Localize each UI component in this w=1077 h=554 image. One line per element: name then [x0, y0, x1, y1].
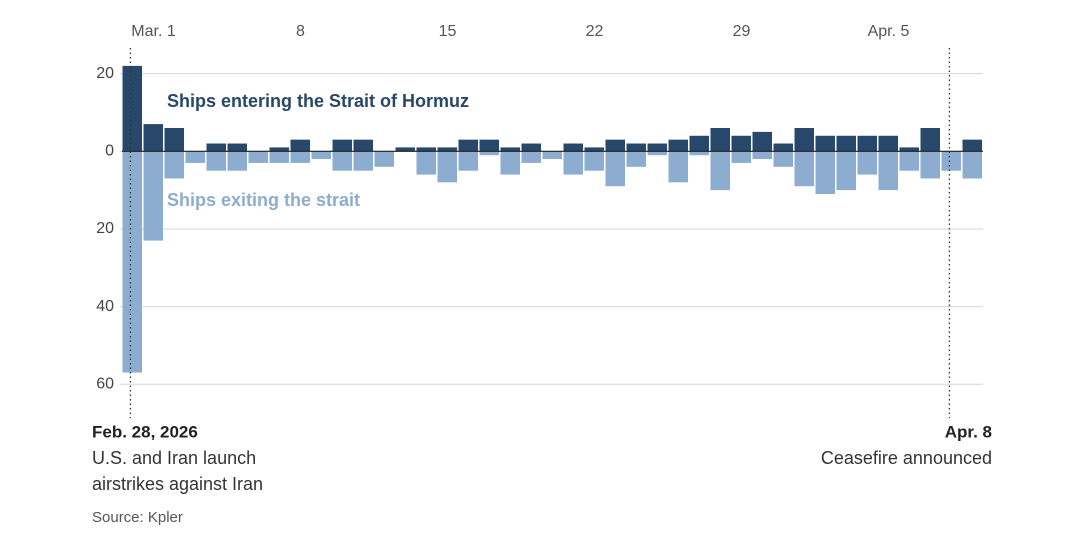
bar	[836, 151, 856, 191]
x-tick-label: 22	[586, 23, 604, 40]
bar	[227, 143, 247, 152]
bar	[626, 151, 646, 167]
annotation-text: U.S. and Iran launch	[92, 448, 256, 468]
bar	[269, 147, 289, 152]
bar	[962, 139, 982, 152]
bar	[311, 151, 331, 160]
bar	[773, 143, 793, 152]
bar	[122, 151, 142, 373]
bar	[563, 151, 583, 175]
bar	[605, 151, 625, 187]
bar	[962, 151, 982, 179]
bar	[731, 151, 751, 163]
bar	[374, 151, 394, 167]
bar	[878, 151, 898, 191]
bar	[479, 139, 499, 152]
bar	[794, 151, 814, 187]
bar	[332, 151, 352, 171]
bar	[857, 151, 877, 175]
bar	[269, 151, 289, 163]
bar	[227, 151, 247, 171]
bar	[689, 135, 709, 152]
bar	[206, 143, 226, 152]
bar	[794, 128, 814, 152]
bar	[521, 151, 541, 163]
bar	[836, 135, 856, 152]
annotation-title: Apr. 8	[945, 422, 992, 441]
bar	[857, 135, 877, 152]
bar	[920, 151, 940, 179]
bar	[773, 151, 793, 167]
bar	[395, 147, 415, 152]
bar	[458, 151, 478, 171]
y-tick-label: 40	[96, 298, 114, 315]
bar	[143, 151, 163, 241]
bar	[437, 151, 457, 183]
x-tick-label: Mar. 1	[131, 23, 176, 40]
bar	[668, 139, 688, 152]
bar	[353, 139, 373, 152]
bar	[500, 147, 520, 152]
bar	[899, 147, 919, 152]
bar	[626, 143, 646, 152]
bar	[752, 131, 772, 152]
y-tick-label: 20	[96, 220, 114, 237]
bar	[584, 147, 604, 152]
bar	[752, 151, 772, 160]
bar	[479, 151, 499, 156]
bar	[920, 128, 940, 152]
bar	[206, 151, 226, 171]
bar	[143, 124, 163, 152]
bar	[458, 139, 478, 152]
annotation-text: Ceasefire announced	[821, 448, 992, 468]
annotation-text: airstrikes against Iran	[92, 474, 263, 494]
bar	[164, 128, 184, 152]
bar	[668, 151, 688, 183]
source: Source: Kpler	[92, 509, 183, 526]
annotation-title: Feb. 28, 2026	[92, 422, 198, 441]
bar	[353, 151, 373, 171]
bar	[605, 139, 625, 152]
bar	[500, 151, 520, 175]
y-tick-label: 20	[96, 65, 114, 82]
bar	[521, 143, 541, 152]
x-tick-label: 29	[733, 23, 751, 40]
bar	[731, 135, 751, 152]
series-label: Ships entering the Strait of Hormuz	[167, 91, 469, 111]
y-tick-label: 60	[96, 375, 114, 392]
y-tick-label: 0	[105, 143, 114, 160]
x-tick-label: 15	[439, 23, 457, 40]
bar	[647, 143, 667, 152]
bar	[185, 151, 205, 163]
bar	[689, 151, 709, 156]
bar	[248, 151, 268, 163]
x-tick-label: 8	[296, 23, 305, 40]
bar	[878, 135, 898, 152]
series-label: Ships exiting the strait	[167, 190, 360, 210]
bar	[710, 151, 730, 191]
bar	[164, 151, 184, 179]
bar	[437, 147, 457, 152]
bar	[542, 151, 562, 160]
bar	[416, 147, 436, 152]
bar	[647, 151, 667, 156]
bar	[941, 151, 961, 171]
bar	[899, 151, 919, 171]
bar	[290, 139, 310, 152]
bar	[815, 151, 835, 194]
bar	[416, 151, 436, 175]
bar	[815, 135, 835, 152]
x-tick-label: Apr. 5	[868, 23, 910, 40]
bar	[332, 139, 352, 152]
bar	[710, 128, 730, 152]
bar	[584, 151, 604, 171]
bar	[290, 151, 310, 163]
bar	[563, 143, 583, 152]
bar	[122, 65, 142, 152]
